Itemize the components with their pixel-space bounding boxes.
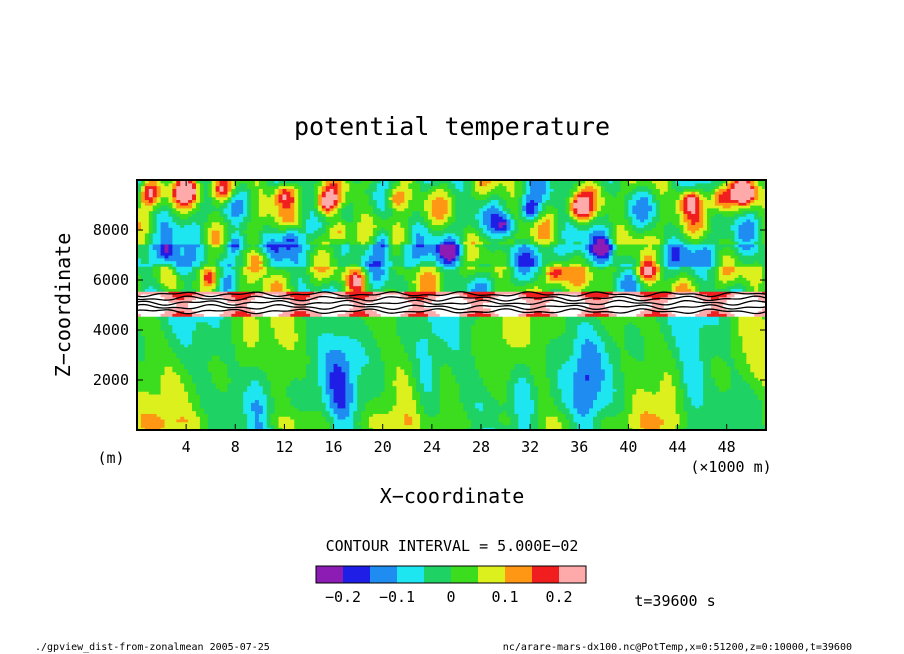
plot-frame [136, 179, 767, 431]
colorbar-label: −0.2 [325, 588, 361, 606]
x-tick-label: 12 [275, 438, 293, 456]
x-axis-unit: (×1000 m) [690, 458, 771, 476]
colorbar-swatch [316, 566, 344, 583]
colorbar-label: 0.1 [491, 588, 518, 606]
x-tick-label: 36 [570, 438, 588, 456]
colorbar-swatch [397, 566, 425, 583]
inversion-contour [137, 299, 766, 306]
colorbar-label: 0 [446, 588, 455, 606]
x-tick-label: 4 [182, 438, 191, 456]
x-tick-label: 44 [669, 438, 687, 456]
x-tick-label: 8 [231, 438, 240, 456]
inversion-contour [137, 295, 766, 302]
y-tick-label: 2000 [93, 371, 129, 389]
y-axis: 2000 4000 6000 8000 [93, 221, 766, 389]
colorbar-swatch [505, 566, 533, 583]
plot-area [136, 179, 767, 431]
x-tick-label: 16 [325, 438, 343, 456]
inversion-contour [137, 303, 766, 311]
y-tick-label: 8000 [93, 221, 129, 239]
footer-left: ./gpview_dist-from-zonalmean 2005-07-25 [35, 642, 270, 653]
x-tick-label: 32 [521, 438, 539, 456]
colorbar-swatch [424, 566, 452, 583]
y-axis-label: Z−coordinate [51, 233, 75, 378]
x-tick-label: 48 [718, 438, 736, 456]
inversion-contour [137, 291, 766, 298]
inversion-contour [137, 308, 766, 315]
contour-field [137, 180, 766, 430]
x-axis: 4 8 12 16 20 24 28 32 36 40 44 48 [182, 180, 736, 456]
colorbar-swatch [343, 566, 371, 583]
x-axis-label: X−coordinate [380, 484, 525, 508]
y-axis-unit: (m) [97, 449, 124, 467]
colorbar-swatch [532, 566, 560, 583]
colorbar-label: 0.2 [545, 588, 572, 606]
y-tick-label: 6000 [93, 271, 129, 289]
y-tick-label: 4000 [93, 321, 129, 339]
x-tick-label: 24 [423, 438, 441, 456]
colorbar-swatch [370, 566, 398, 583]
footer-right: nc/arare-mars-dx100.nc@PotTemp,x=0:51200… [503, 642, 852, 653]
colorbar-label: −0.1 [379, 588, 415, 606]
colorbar-swatch [478, 566, 506, 583]
x-tick-label: 40 [619, 438, 637, 456]
colorbar-swatch [559, 566, 587, 583]
colorbar-swatch [451, 566, 479, 583]
colorbar-frame [315, 565, 587, 584]
x-tick-label: 20 [374, 438, 392, 456]
chart-title: potential temperature [294, 112, 610, 141]
colorbar: −0.2 −0.1 0 0.1 0.2 [315, 565, 587, 606]
time-label: t=39600 s [634, 592, 715, 610]
x-tick-label: 28 [472, 438, 490, 456]
contour-interval-label: CONTOUR INTERVAL = 5.000E−02 [326, 537, 579, 555]
